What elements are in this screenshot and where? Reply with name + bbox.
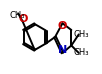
Text: O: O — [57, 21, 66, 31]
Text: CH₃: CH₃ — [74, 30, 89, 39]
Text: N: N — [58, 45, 67, 55]
Text: CH₃: CH₃ — [10, 11, 25, 20]
Text: O: O — [18, 13, 28, 24]
Text: CH₃: CH₃ — [74, 48, 89, 57]
